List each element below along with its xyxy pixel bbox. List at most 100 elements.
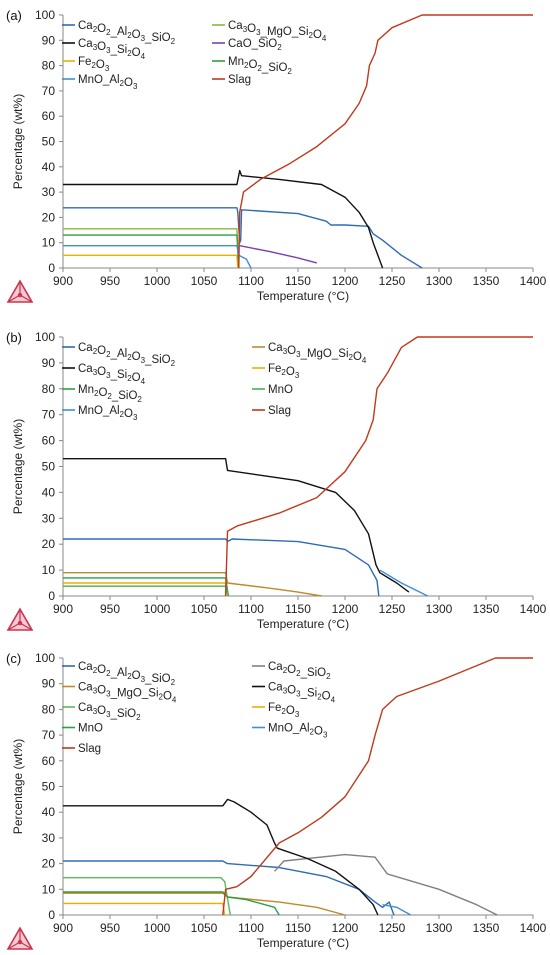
legend: Ca2O2_Al2O3_SiO2 Ca3O3_MgO_Si2O4 Ca3O3_Si2… bbox=[62, 342, 367, 422]
x-tick-label: 1000 bbox=[144, 921, 171, 935]
y-tick-label: 0 bbox=[48, 261, 55, 275]
x-tick-label: 1150 bbox=[285, 602, 311, 616]
series-line-mn2o2-sio2 bbox=[63, 577, 230, 597]
x-tick-label: 1350 bbox=[473, 274, 500, 288]
legend-entry-text: MnO_Al2O3 bbox=[78, 74, 138, 91]
y-tick-label: 10 bbox=[42, 563, 56, 577]
legend-entry-text: Ca3O3_MgO_Si2O4 bbox=[268, 342, 367, 365]
legend-entry-text: CaO_SiO2 bbox=[228, 38, 282, 52]
series-line-slag bbox=[224, 336, 533, 597]
x-tick-label: 1100 bbox=[238, 921, 264, 935]
x-axis-title: Temperature (°C) bbox=[257, 617, 349, 631]
series-line-mno-al2o3 bbox=[379, 569, 429, 597]
x-tick-label: 900 bbox=[53, 602, 73, 616]
logo-spoke bbox=[19, 294, 33, 303]
y-tick-label: 20 bbox=[42, 537, 56, 551]
x-tick-label: 1000 bbox=[144, 602, 171, 616]
series-line-mno-al2o3 bbox=[382, 904, 412, 916]
x-tick-label: 1350 bbox=[473, 602, 500, 616]
logo-center-dot bbox=[17, 939, 23, 945]
series-line-cao-sio2 bbox=[239, 245, 317, 264]
y-axis-title: Percentage (wt%) bbox=[11, 94, 25, 189]
x-tick-label: 1200 bbox=[332, 274, 359, 288]
y-tick-label: 40 bbox=[42, 485, 56, 499]
series-line-ca3o3-si2o4 bbox=[63, 798, 379, 916]
x-tick-label: 1250 bbox=[379, 921, 406, 935]
x-tick-label: 1300 bbox=[426, 274, 453, 288]
series-line-fe2o3 bbox=[63, 254, 239, 269]
y-tick-label: 60 bbox=[42, 109, 56, 123]
chart-panel-a: 0 10 20 30 40 50 60 70 80 90 100 900 950 1000 1050 1100… bbox=[6, 8, 547, 303]
y-tick-label: 70 bbox=[42, 728, 56, 742]
legend-entry-text: MnO_Al2O3 bbox=[78, 405, 138, 422]
y-tick-label: 40 bbox=[42, 805, 56, 819]
series-line-mno bbox=[63, 891, 280, 916]
y-tick-label: 90 bbox=[42, 677, 56, 691]
series-line-ca3o3-mgo-si2o4 bbox=[63, 572, 322, 597]
y-tick-label: 50 bbox=[42, 135, 56, 149]
legend-entry-text: Fe2O3 bbox=[268, 702, 300, 719]
x-tick-label: 1300 bbox=[426, 921, 453, 935]
y-tick-label: 30 bbox=[42, 831, 56, 845]
x-tick-label: 1000 bbox=[144, 274, 171, 288]
x-tick-label: 1400 bbox=[520, 602, 547, 616]
series-line-ca3o3-mgo-si2o4 bbox=[63, 892, 346, 916]
chart-panel-b: 0 10 20 30 40 50 60 70 80 90 100 900 950 1000 1050 1100… bbox=[6, 330, 547, 631]
legend-entry-text: MnO bbox=[268, 384, 293, 396]
legend-entry-text: MnO bbox=[78, 723, 103, 735]
y-tick-label: 10 bbox=[42, 882, 56, 896]
y-tick-label: 80 bbox=[42, 382, 56, 396]
legend-entry-text: Slag bbox=[78, 743, 101, 755]
panel-label: (a) bbox=[6, 8, 22, 23]
series-line-fe2o3 bbox=[63, 582, 229, 597]
panel-label: (b) bbox=[6, 330, 22, 345]
x-tick-label: 1150 bbox=[285, 274, 311, 288]
x-tick-label: 1150 bbox=[285, 921, 311, 935]
y-tick-label: 50 bbox=[42, 460, 56, 474]
legend-entry-text: Ca3O3_MgO_Si2O4 bbox=[228, 20, 327, 43]
y-tick-label: 60 bbox=[42, 434, 56, 448]
logo-spoke bbox=[7, 622, 21, 631]
y-tick-label: 90 bbox=[42, 356, 56, 370]
series-line-ca2o2-al2o3-sio2 bbox=[63, 538, 380, 597]
legend-entry-text: Ca2O2_Al2O3_SiO2 bbox=[78, 342, 176, 368]
x-tick-label: 950 bbox=[100, 274, 120, 288]
y-axis-title: Percentage (wt%) bbox=[11, 739, 25, 834]
legend-entry-text: Slag bbox=[228, 74, 251, 86]
x-tick-label: 900 bbox=[53, 921, 73, 935]
y-tick-label: 90 bbox=[42, 33, 56, 47]
legend: Ca2O2_Al2O3_SiO2 Ca3O3_MgO_Si2O4 Ca3O3_Si2… bbox=[62, 20, 327, 91]
logo-spoke bbox=[7, 941, 21, 950]
x-axis-title: Temperature (°C) bbox=[257, 289, 349, 303]
x-tick-label: 1300 bbox=[426, 602, 453, 616]
x-tick-label: 1100 bbox=[238, 274, 264, 288]
y-axis-title: Percentage (wt%) bbox=[11, 419, 25, 514]
y-tick-label: 20 bbox=[42, 210, 56, 224]
legend-entry-text: Mn2O2_SiO2 bbox=[228, 56, 292, 76]
y-tick-label: 100 bbox=[35, 8, 55, 22]
x-tick-label: 1050 bbox=[191, 602, 218, 616]
legend-entry-text: Ca3O3_Si2O4 bbox=[268, 682, 336, 705]
x-tick-label: 1250 bbox=[379, 602, 406, 616]
series-line-mno bbox=[63, 585, 230, 597]
series-line-mn2o2-sio2 bbox=[63, 234, 240, 269]
legend-entry-text: Ca3O3_Si2O4 bbox=[78, 38, 146, 61]
chart-panel-c: 0 10 20 30 40 50 60 70 80 90 100 900 950 1000 1050 1100… bbox=[6, 651, 547, 950]
x-tick-label: 1050 bbox=[191, 274, 218, 288]
legend-entry-text: Mn2O2_SiO2 bbox=[78, 384, 142, 404]
x-tick-label: 1400 bbox=[520, 921, 547, 935]
series-line-slag bbox=[222, 657, 533, 916]
legend-entry-text: Slag bbox=[268, 405, 291, 417]
legend-entry-text: Fe2O3 bbox=[268, 363, 300, 380]
logo-spoke bbox=[7, 294, 21, 303]
x-tick-label: 1400 bbox=[520, 274, 547, 288]
x-tick-label: 1350 bbox=[473, 921, 500, 935]
thermocalc-logo-icon bbox=[6, 607, 34, 631]
x-tick-label: 1250 bbox=[379, 274, 406, 288]
panel-label: (c) bbox=[6, 651, 21, 666]
x-tick-label: 950 bbox=[100, 921, 120, 935]
y-tick-label: 70 bbox=[42, 408, 56, 422]
series-line-slag bbox=[238, 14, 533, 269]
series-line-ca3o3-si2o4 bbox=[63, 169, 384, 269]
